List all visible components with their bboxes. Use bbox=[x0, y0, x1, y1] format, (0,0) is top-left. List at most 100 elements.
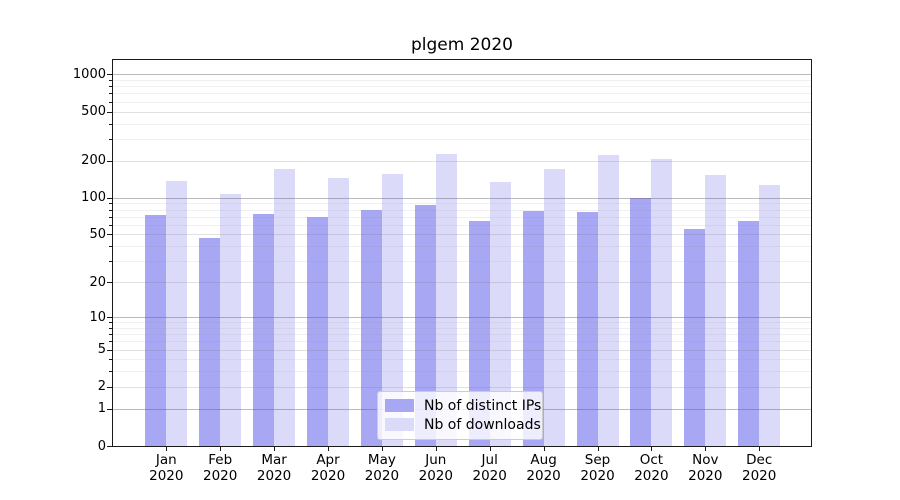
x-tick-label-jul: Jul 2020 bbox=[472, 452, 507, 484]
y-minor-tick-4 bbox=[109, 359, 112, 361]
legend-swatch-downloads bbox=[385, 418, 414, 431]
x-tick-aug bbox=[543, 446, 545, 451]
gridline-600 bbox=[113, 101, 811, 103]
bar-downloads-nov bbox=[705, 174, 727, 446]
x-tick-dec bbox=[759, 446, 761, 451]
y-minor-tick-6 bbox=[109, 341, 112, 343]
legend-item-downloads: Nb of downloads bbox=[378, 415, 542, 434]
bar-distinct-ips-jul bbox=[468, 221, 490, 446]
gridline-800 bbox=[113, 86, 811, 88]
x-tick-mar bbox=[274, 446, 276, 451]
y-tick-label-50: 50 bbox=[89, 226, 106, 242]
x-tick-sep bbox=[597, 446, 599, 451]
bar-distinct-ips-may bbox=[360, 210, 382, 446]
x-tick-may bbox=[381, 446, 383, 451]
y-minor-tick-90 bbox=[109, 203, 112, 205]
bar-distinct-ips-jun bbox=[414, 204, 436, 446]
x-tick-label-may: May 2020 bbox=[364, 452, 400, 484]
y-minor-tick-600 bbox=[109, 101, 112, 103]
x-tick-label-jun: Jun 2020 bbox=[418, 452, 453, 484]
bar-downloads-jan bbox=[166, 180, 188, 446]
bar-distinct-ips-nov bbox=[684, 229, 706, 446]
y-minor-tick-80 bbox=[109, 209, 112, 211]
y-tick-5 bbox=[107, 349, 112, 351]
y-tick-label-200: 200 bbox=[81, 153, 106, 169]
x-tick-jul bbox=[489, 446, 491, 451]
y-tick-label-100: 100 bbox=[81, 190, 106, 206]
y-tick-50 bbox=[107, 234, 112, 236]
gridline-700 bbox=[113, 93, 811, 95]
y-minor-tick-900 bbox=[109, 79, 112, 81]
x-tick-label-apr: Apr 2020 bbox=[310, 452, 346, 484]
y-tick-label-20: 20 bbox=[89, 274, 106, 290]
x-tick-jun bbox=[435, 446, 437, 451]
legend-label-downloads: Nb of downloads bbox=[424, 416, 541, 433]
bar-downloads-apr bbox=[328, 178, 349, 446]
legend-label-distinct-ips: Nb of distinct IPs bbox=[424, 397, 542, 414]
bar-downloads-mar bbox=[274, 168, 296, 446]
gridline-400 bbox=[113, 123, 811, 125]
x-tick-oct bbox=[651, 446, 653, 451]
x-tick-label-feb: Feb 2020 bbox=[203, 452, 238, 484]
y-tick-label-500: 500 bbox=[81, 104, 106, 119]
y-tick-1 bbox=[107, 408, 112, 410]
bar-distinct-ips-feb bbox=[199, 237, 221, 446]
y-tick-label-5: 5 bbox=[97, 342, 106, 358]
y-minor-tick-30 bbox=[109, 261, 112, 263]
y-tick-20 bbox=[107, 282, 112, 284]
y-minor-tick-8 bbox=[109, 327, 112, 329]
bar-distinct-ips-aug bbox=[522, 210, 544, 446]
gridline-300 bbox=[113, 138, 811, 140]
x-tick-label-nov: Nov 2020 bbox=[688, 452, 723, 484]
x-tick-label-oct: Oct 2020 bbox=[634, 452, 669, 484]
x-tick-label-dec: Dec 2020 bbox=[742, 452, 777, 484]
bar-downloads-jul bbox=[489, 182, 511, 446]
y-minor-tick-400 bbox=[109, 123, 112, 125]
legend-item-distinct-ips: Nb of distinct IPs bbox=[378, 396, 542, 415]
y-minor-tick-3 bbox=[109, 371, 112, 373]
bar-downloads-oct bbox=[651, 158, 673, 446]
y-minor-tick-700 bbox=[109, 93, 112, 95]
bar-distinct-ips-apr bbox=[307, 217, 328, 446]
bar-downloads-sep bbox=[597, 154, 619, 446]
x-tick-label-aug: Aug 2020 bbox=[526, 452, 561, 484]
bar-distinct-ips-sep bbox=[576, 212, 598, 446]
bar-distinct-ips-oct bbox=[630, 197, 652, 446]
x-tick-nov bbox=[705, 446, 707, 451]
y-minor-tick-7 bbox=[109, 334, 112, 336]
y-tick-0 bbox=[107, 446, 112, 447]
bar-downloads-may bbox=[381, 173, 403, 446]
y-tick-label-1000: 1000 bbox=[72, 66, 106, 82]
y-tick-500 bbox=[107, 111, 112, 113]
x-tick-jan bbox=[166, 446, 168, 451]
gridline-200 bbox=[113, 160, 811, 162]
x-tick-label-mar: Mar 2020 bbox=[256, 452, 292, 484]
legend-swatch-distinct-ips bbox=[385, 399, 414, 412]
gridline-1000 bbox=[113, 74, 811, 76]
y-tick-10 bbox=[107, 317, 112, 318]
x-tick-feb bbox=[220, 446, 222, 451]
bar-downloads-feb bbox=[220, 194, 242, 446]
bar-distinct-ips-jan bbox=[145, 215, 167, 446]
legend: Nb of distinct IPs Nb of downloads bbox=[377, 391, 543, 440]
gridline-900 bbox=[113, 79, 811, 81]
y-tick-1000 bbox=[107, 74, 112, 76]
y-tick-2 bbox=[107, 386, 112, 388]
y-tick-100 bbox=[107, 197, 112, 199]
plot-area bbox=[112, 59, 812, 447]
y-minor-tick-800 bbox=[109, 86, 112, 88]
y-minor-tick-70 bbox=[109, 216, 112, 218]
y-minor-tick-300 bbox=[109, 138, 112, 140]
bar-downloads-aug bbox=[543, 169, 565, 446]
x-tick-label-jan: Jan 2020 bbox=[149, 452, 184, 484]
bar-downloads-dec bbox=[759, 184, 781, 446]
bar-distinct-ips-dec bbox=[738, 221, 760, 446]
y-minor-tick-9 bbox=[109, 322, 112, 324]
y-minor-tick-40 bbox=[109, 246, 112, 248]
chart-title: plgem 2020 bbox=[411, 35, 513, 55]
y-tick-label-0: 0 bbox=[97, 438, 106, 454]
bar-downloads-jun bbox=[435, 153, 457, 446]
y-tick-label-10: 10 bbox=[89, 309, 106, 325]
y-tick-200 bbox=[107, 160, 112, 162]
